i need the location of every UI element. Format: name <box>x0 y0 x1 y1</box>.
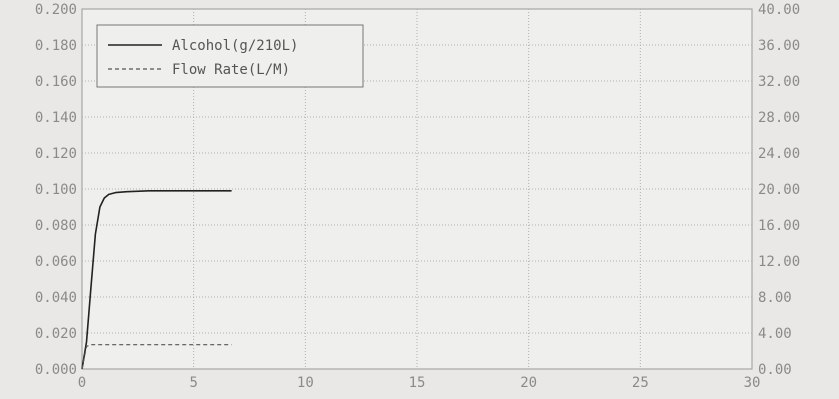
x-tick-label: 30 <box>744 375 761 391</box>
y2-tick-label: 4.00 <box>758 326 792 342</box>
y2-tick-label: 16.00 <box>758 218 800 234</box>
y-tick-label: 0.140 <box>35 110 77 126</box>
y2-tick-label: 0.00 <box>758 362 792 378</box>
series-line-alcohol <box>81 190 232 370</box>
y2-tick-label: 40.00 <box>758 2 800 18</box>
x-tick-label: 25 <box>632 375 649 391</box>
y-tick-label: 0.160 <box>35 74 77 90</box>
y-tick-label: 0.060 <box>35 254 77 270</box>
y-tick-label: 0.200 <box>35 2 77 18</box>
y2-tick-label: 28.00 <box>758 110 800 126</box>
x-tick-label: 5 <box>189 375 197 391</box>
x-axis-ticks: 0 5 10 15 20 25 30 <box>78 375 761 391</box>
y2-tick-label: 20.00 <box>758 182 800 198</box>
x-tick-label: 15 <box>409 375 426 391</box>
y-axis-right-ticks: 0.00 4.00 8.00 12.00 16.00 20.00 24.00 28.00 32.… <box>758 2 800 378</box>
y-tick-label: 0.000 <box>35 362 77 378</box>
legend-label-alcohol: Alcohol(g/210L) <box>172 38 298 54</box>
legend-box <box>96 24 364 88</box>
y2-tick-label: 32.00 <box>758 74 800 90</box>
y-tick-label: 0.100 <box>35 182 77 198</box>
y-axis-left-ticks: 0.000 0.020 0.040 0.060 0.080 0.100 0.120 0.140… <box>35 2 77 378</box>
y2-tick-label: 24.00 <box>758 146 800 162</box>
y2-tick-label: 12.00 <box>758 254 800 270</box>
x-tick-label: 0 <box>78 375 86 391</box>
y2-tick-label: 36.00 <box>758 38 800 54</box>
series-line-flow-rate <box>81 344 232 370</box>
y2-tick-label: 8.00 <box>758 290 792 306</box>
series-layer <box>81 190 232 370</box>
y-tick-label: 0.040 <box>35 290 77 306</box>
legend: Alcohol(g/210L) Flow Rate(L/M) <box>96 24 364 88</box>
legend-label-flow-rate: Flow Rate(L/M) <box>172 62 290 78</box>
x-tick-label: 20 <box>520 375 537 391</box>
x-tick-label: 10 <box>297 375 314 391</box>
y-tick-label: 0.120 <box>35 146 77 162</box>
y-tick-label: 0.180 <box>35 38 77 54</box>
y-tick-label: 0.080 <box>35 218 77 234</box>
y-tick-label: 0.020 <box>35 326 77 342</box>
